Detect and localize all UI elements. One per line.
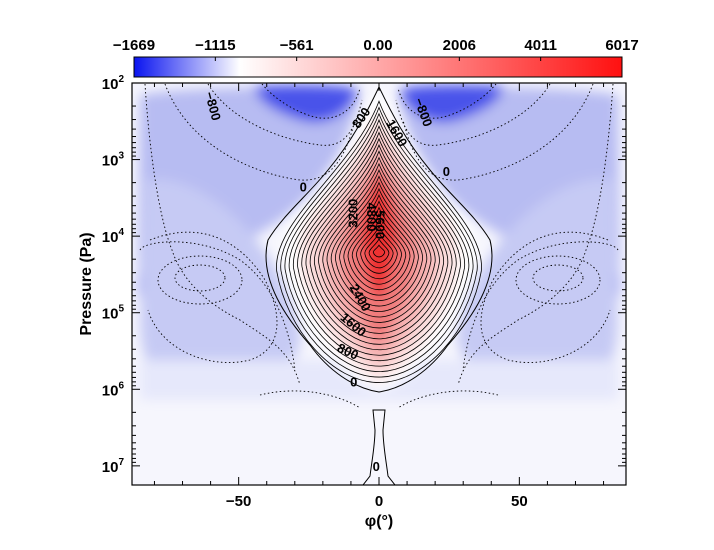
negative-contours	[139, 83, 619, 409]
contour-label: 3200	[345, 199, 360, 228]
y-tick-exponent: 2	[118, 74, 124, 85]
neg-lobe-upper-left-core	[255, 84, 358, 123]
neg-contour	[532, 264, 584, 292]
colorbar-gradient	[134, 57, 622, 77]
contour-label: 0	[373, 459, 380, 474]
jet-contour	[301, 137, 457, 351]
y-tick-label: 103	[102, 151, 125, 170]
neg-contour	[515, 255, 601, 305]
x-tick-label: −50	[226, 493, 251, 510]
neg-contour	[397, 83, 497, 119]
neg-lobe-upper-right-core	[400, 84, 503, 123]
jet-contour	[318, 162, 440, 329]
positive-contours	[276, 100, 482, 383]
y-tick-base: 10	[102, 76, 119, 93]
zero-contour-jet	[265, 85, 493, 393]
y-tick-label: 104	[102, 227, 125, 246]
jet-contour	[322, 168, 436, 323]
jet-contour	[343, 200, 415, 296]
contour-label: 4800	[364, 203, 379, 232]
y-tick-label: 106	[102, 380, 125, 399]
colorbar-tick-label: −561	[280, 37, 314, 54]
neg-contour	[397, 390, 499, 409]
jet-contour	[297, 131, 461, 356]
jet-contour	[314, 156, 444, 334]
colorbar-tick-label: 2006	[443, 37, 476, 54]
y-tick-base: 10	[102, 229, 119, 246]
y-tick-base: 10	[102, 459, 119, 476]
y-tick-base: 10	[102, 306, 119, 323]
jet-contour	[356, 219, 402, 280]
neg-contour	[261, 83, 361, 119]
neg-contour	[462, 241, 619, 371]
jet-contour	[288, 118, 470, 367]
neg-contour	[139, 241, 296, 371]
jet-contour	[347, 206, 411, 291]
colorbar-tick-label: 6017	[605, 37, 638, 54]
neg-band-left	[140, 179, 301, 395]
contours	[139, 83, 619, 485]
contour-label: 5600	[372, 210, 387, 239]
neg-contour	[457, 83, 614, 386]
y-tick-base: 10	[102, 382, 119, 399]
neg-contour	[259, 390, 361, 409]
neg-band-right	[457, 179, 618, 395]
jet-contour	[364, 231, 394, 269]
jet-contour	[276, 100, 482, 383]
jet-contour	[330, 181, 428, 312]
neg-contour	[164, 83, 356, 181]
colorbar-tick-label: −1669	[113, 37, 155, 54]
contour-label: 0	[443, 164, 450, 179]
jet-contour	[368, 237, 390, 263]
colorbar-ticks: −1669 −1115 −561 0.00 2006 4011 6017	[113, 37, 639, 61]
jet-contour	[280, 106, 478, 378]
contour-label: −800	[202, 90, 224, 122]
jet-contour	[351, 212, 407, 285]
contour-label: 0	[350, 375, 357, 390]
y-tick-exponent: 5	[118, 304, 124, 315]
y-tick-exponent: 3	[118, 151, 124, 162]
x-tick-label: 50	[511, 493, 528, 510]
x-tick-label: 0	[375, 493, 383, 510]
y-tick-exponent: 6	[118, 380, 124, 391]
y-tick-exponent: 7	[118, 457, 124, 468]
jet-contour	[360, 225, 398, 274]
contour-label: 0	[300, 179, 307, 194]
y-tick-base: 10	[102, 153, 119, 170]
colorbar-tick-label: −1115	[195, 37, 235, 54]
y-tick-exponent: 4	[118, 227, 124, 238]
y-axis-title: Pressure (Pa)	[78, 232, 95, 335]
jet-contour	[326, 175, 432, 318]
zero-contour-lower	[362, 409, 396, 485]
neg-contour	[402, 83, 594, 181]
y-tick-label: 105	[102, 304, 125, 323]
colorbar: −1669 −1115 −561 0.00 2006 4011 6017	[113, 37, 639, 78]
neg-contour	[144, 83, 301, 386]
x-axis: −50 0 50	[153, 83, 605, 510]
neg-contour	[157, 255, 243, 305]
colorbar-tick-label: 4011	[524, 37, 557, 54]
neg-contour	[174, 264, 226, 292]
colorbar-tick-label: 0.00	[363, 37, 392, 54]
jet-contour	[372, 244, 386, 258]
jet-contour	[305, 143, 453, 345]
jet-contour	[293, 125, 465, 362]
jet-core	[361, 170, 397, 302]
jet-contour	[335, 187, 423, 307]
jet-contour	[309, 150, 449, 340]
jet-contour	[339, 194, 419, 302]
y-tick-label: 107	[102, 457, 125, 476]
y-tick-label: 102	[102, 74, 125, 93]
x-axis-title: φ(°)	[365, 513, 394, 530]
jet-contour	[284, 112, 474, 373]
